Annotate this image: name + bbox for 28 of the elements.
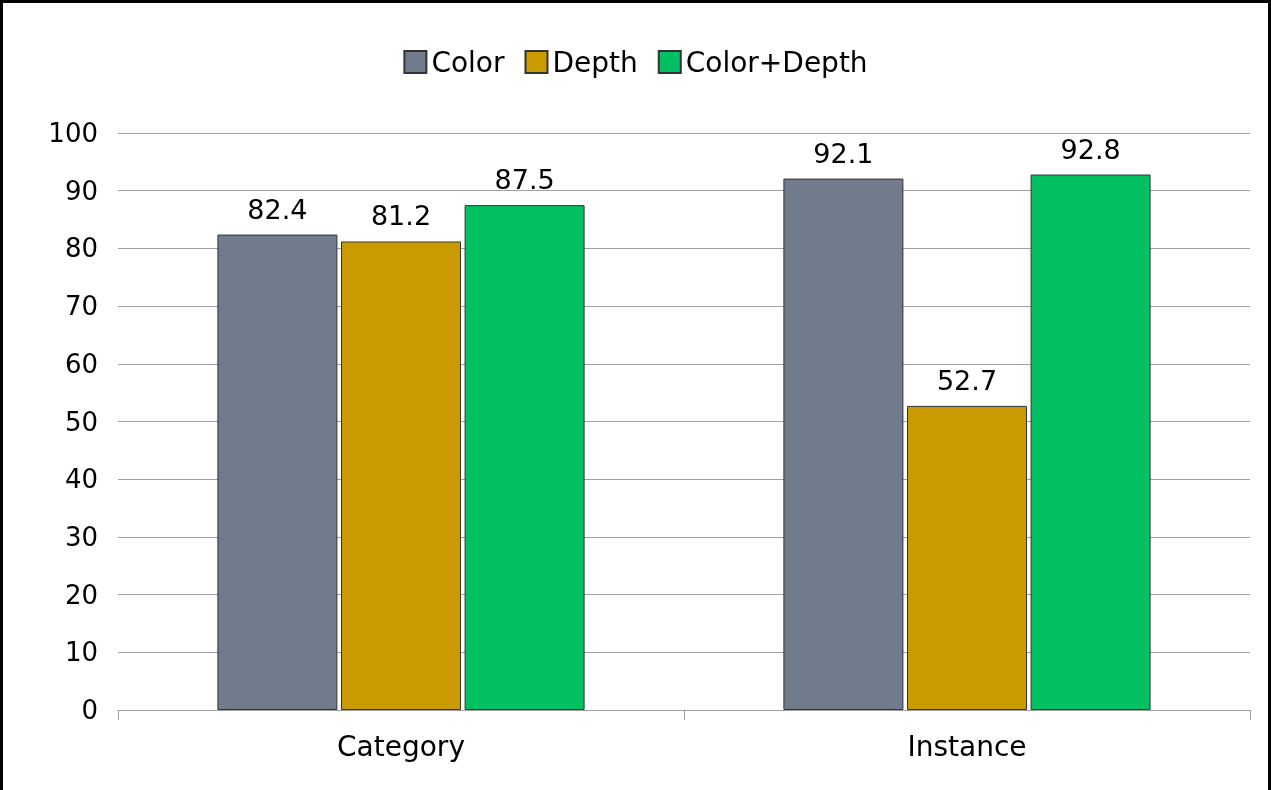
y-tick-label: 60: [64, 348, 98, 379]
legend-label: Color+Depth: [685, 45, 868, 79]
y-tick-label: 40: [64, 464, 98, 495]
bar: [783, 178, 904, 710]
y-tick-label: 50: [64, 406, 98, 437]
legend-label: Color: [431, 45, 505, 79]
bar: [1030, 174, 1151, 710]
data-label: 87.5: [494, 164, 555, 196]
x-tick-label: Category: [337, 729, 465, 763]
y-tick-label: 90: [64, 175, 98, 206]
y-tick-label: 10: [64, 637, 98, 668]
y-tick-label: 30: [64, 521, 98, 552]
bar: [217, 234, 338, 710]
bar: [907, 405, 1027, 710]
y-tick-label: 0: [81, 695, 98, 725]
data-label: 52.7: [936, 364, 998, 396]
data-label: 81.2: [370, 200, 432, 232]
data-label: 92.8: [1060, 133, 1121, 165]
data-label: 82.4: [247, 193, 308, 225]
legend-label: Depth: [552, 45, 638, 79]
bar: [464, 205, 585, 710]
bar: [341, 241, 461, 710]
y-tick-label: 100: [48, 118, 98, 148]
y-tick-label: 20: [64, 579, 98, 610]
y-tick-label: 80: [64, 233, 98, 264]
data-label: 92.1: [813, 137, 874, 169]
y-tick-label: 70: [64, 291, 98, 322]
x-tick-label: Instance: [907, 729, 1027, 763]
